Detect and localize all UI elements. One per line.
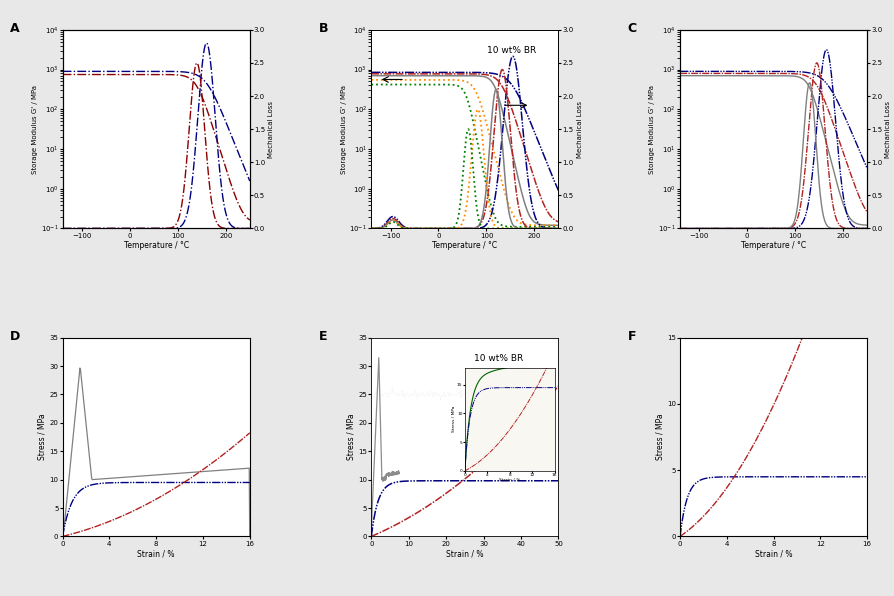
- X-axis label: Temperature / °C: Temperature / °C: [123, 241, 189, 250]
- Y-axis label: Mechanical Loss: Mechanical Loss: [885, 101, 891, 157]
- Text: E: E: [319, 330, 327, 343]
- X-axis label: Strain / %: Strain / %: [755, 550, 792, 558]
- X-axis label: Temperature / °C: Temperature / °C: [433, 241, 497, 250]
- Text: A: A: [10, 22, 20, 35]
- Y-axis label: Stress / MPa: Stress / MPa: [346, 414, 356, 460]
- Y-axis label: Storage Modulus G' / MPa: Storage Modulus G' / MPa: [649, 85, 655, 173]
- X-axis label: Temperature / °C: Temperature / °C: [741, 241, 806, 250]
- Text: 10 wt% BR: 10 wt% BR: [474, 353, 524, 362]
- Text: B: B: [319, 22, 328, 35]
- X-axis label: Strain / %: Strain / %: [138, 550, 175, 558]
- Y-axis label: Storage Modulus G' / MPa: Storage Modulus G' / MPa: [32, 85, 38, 173]
- Text: 10 wt% BR: 10 wt% BR: [487, 46, 536, 55]
- Text: D: D: [10, 330, 21, 343]
- Y-axis label: Storage Modulus G' / MPa: Storage Modulus G' / MPa: [341, 85, 347, 173]
- Y-axis label: Stress / MPa: Stress / MPa: [655, 414, 664, 460]
- X-axis label: Strain / %: Strain / %: [446, 550, 484, 558]
- Y-axis label: Stress / MPa: Stress / MPa: [38, 414, 46, 460]
- Text: F: F: [628, 330, 637, 343]
- Text: C: C: [628, 22, 637, 35]
- Y-axis label: Mechanical Loss: Mechanical Loss: [268, 101, 274, 157]
- Y-axis label: Mechanical Loss: Mechanical Loss: [577, 101, 583, 157]
